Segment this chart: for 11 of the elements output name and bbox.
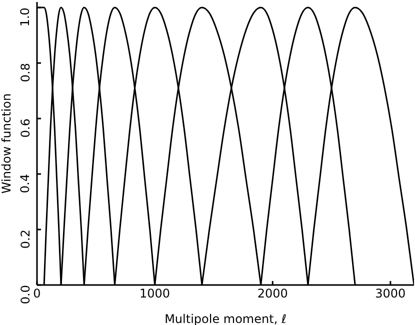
y-tick-label: 1.0 bbox=[18, 8, 32, 27]
y-tick-label: 0.0 bbox=[18, 285, 32, 304]
y-axis-title: Window function bbox=[0, 93, 14, 194]
x-tick-label: 1000 bbox=[140, 286, 170, 301]
y-tick-label: 0.6 bbox=[18, 118, 32, 138]
y-tick-label: 0.2 bbox=[18, 230, 32, 249]
y-tick-label: 0.8 bbox=[18, 63, 32, 82]
x-tick-label: 0 bbox=[33, 286, 41, 301]
x-tick-label: 3000 bbox=[375, 286, 406, 301]
x-tick-label: 2000 bbox=[257, 286, 288, 301]
y-tick-label: 0.4 bbox=[18, 174, 32, 194]
